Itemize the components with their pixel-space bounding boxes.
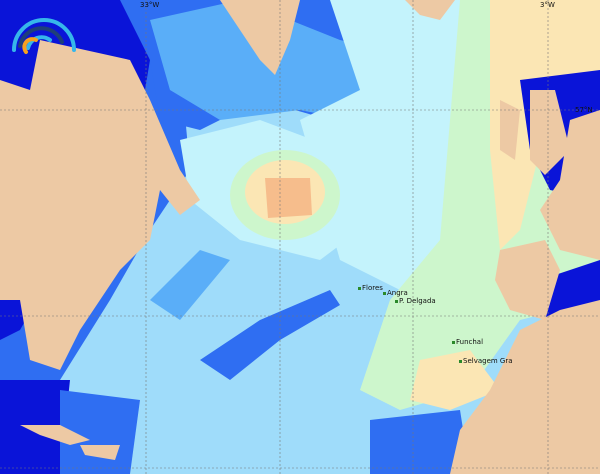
- place-label: P. Delgada: [399, 297, 436, 305]
- place-label: Funchal: [456, 338, 484, 346]
- place-label: Selvagem Gra: [463, 357, 513, 365]
- iceland-land: [405, 0, 455, 20]
- lon-label-3w: 3°W: [540, 1, 555, 9]
- ireland-land: [500, 100, 520, 160]
- place-angra[interactable]: Angra: [383, 289, 408, 297]
- europe-land: [540, 110, 600, 260]
- mid-atlantic-zone: [150, 250, 230, 320]
- place-label: Angra: [387, 289, 408, 297]
- place-label: Flores: [362, 284, 383, 292]
- place-flores[interactable]: Flores: [358, 284, 383, 292]
- place-funchal[interactable]: Funchal: [452, 338, 483, 346]
- hispaniola-land: [80, 445, 120, 460]
- place-p-delgada[interactable]: P. Delgada: [395, 297, 436, 305]
- caribbean-blue-zone: [60, 390, 140, 474]
- wave-arcs-logo: [12, 18, 76, 54]
- lat-label-57n: 57°N: [575, 106, 593, 114]
- place-selvagem-grande[interactable]: Selvagem Gra: [459, 357, 513, 365]
- place-marker: [459, 359, 462, 363]
- place-marker: [395, 299, 398, 303]
- south-blue-zone: [370, 410, 470, 474]
- lon-label-33w: 33°W: [140, 1, 160, 9]
- north-america-land: [0, 40, 200, 370]
- britain-land: [530, 90, 570, 175]
- canary-beige-zone: [410, 350, 500, 410]
- diagonal-blue-band: [200, 290, 340, 380]
- cuba-land: [20, 425, 90, 445]
- place-marker: [452, 340, 455, 344]
- iberia-land: [495, 240, 560, 320]
- gyre-orange-zone: [265, 178, 312, 218]
- place-marker: [358, 286, 361, 290]
- africa-land: [450, 300, 600, 474]
- place-marker: [383, 291, 386, 295]
